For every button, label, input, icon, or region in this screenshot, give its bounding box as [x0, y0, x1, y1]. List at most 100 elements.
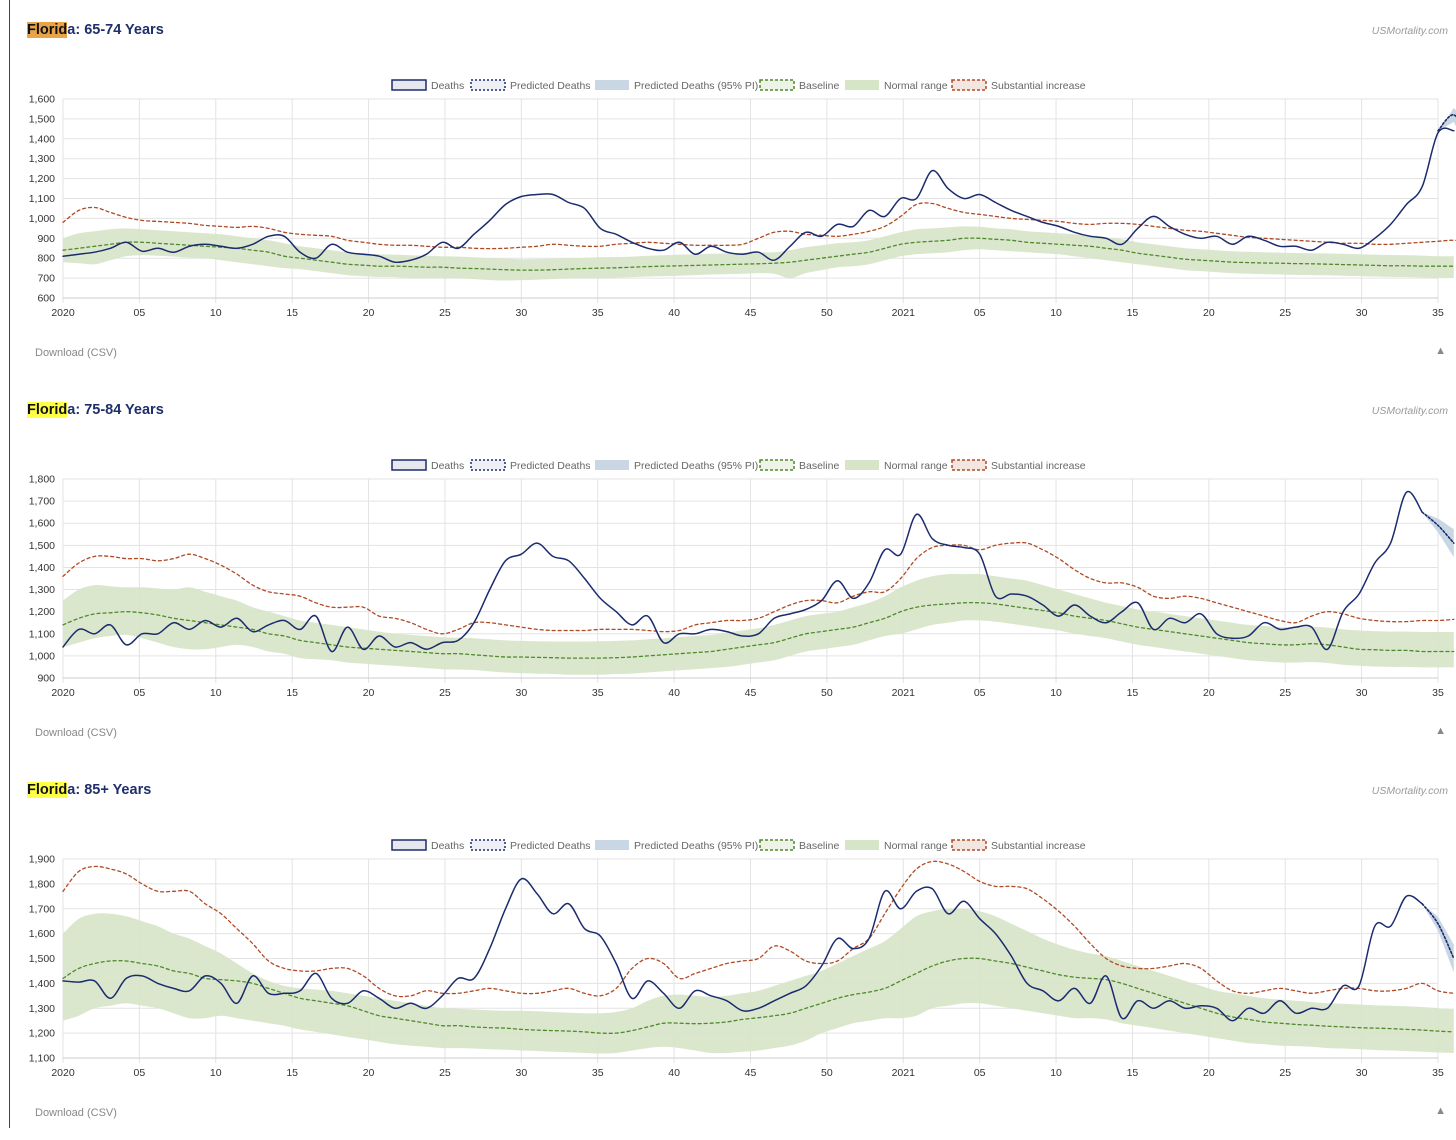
x-tick-label: 30	[515, 1067, 527, 1079]
legend-label-pred: Predicted Deaths	[510, 840, 591, 852]
title-highlight: Florid	[27, 22, 68, 38]
legend-swatch-pred	[470, 839, 506, 851]
y-tick-label: 1,000	[29, 213, 55, 225]
legend-label-deaths: Deaths	[431, 80, 464, 92]
legend: Deaths Predicted Deaths Predicted Deaths (…	[391, 839, 1086, 852]
left-border	[9, 0, 10, 1128]
y-tick-label: 1,300	[29, 153, 55, 165]
legend-swatch-baseline	[759, 459, 795, 471]
y-tick-label: 1,800	[29, 474, 55, 486]
y-tick-label: 1,200	[29, 606, 55, 618]
chart-title: Florida: 85+ Years	[27, 782, 151, 798]
x-tick-label: 10	[210, 1067, 222, 1079]
x-tick-label: 2021	[892, 1067, 916, 1079]
legend-swatch-baseline	[759, 839, 795, 851]
y-tick-label: 1,000	[29, 650, 55, 662]
y-tick-label: 1,800	[29, 878, 55, 890]
y-tick-label: 1,300	[29, 1003, 55, 1015]
line-chart[interactable]: Deaths Predicted Deaths Predicted Deaths (…	[0, 380, 1456, 760]
x-tick-label: 35	[592, 687, 604, 699]
site-watermark: USMortality.com	[1371, 405, 1448, 417]
download-csv-link[interactable]: Download (CSV)	[35, 347, 117, 359]
y-tick-label: 1,200	[29, 173, 55, 185]
x-tick-label: 2020	[51, 307, 75, 319]
legend-label-deaths: Deaths	[431, 460, 464, 472]
download-csv-link[interactable]: Download (CSV)	[35, 1107, 117, 1119]
x-tick-label: 50	[821, 687, 833, 699]
y-tick-label: 1,600	[29, 94, 55, 106]
y-tick-label: 1,400	[29, 978, 55, 990]
y-tick-label: 1,100	[29, 628, 55, 640]
legend-label-pi: Predicted Deaths (95% PI)	[634, 840, 758, 852]
legend-label-baseline: Baseline	[799, 460, 839, 472]
x-tick-label: 20	[1203, 307, 1215, 319]
x-tick-label: 05	[974, 687, 986, 699]
y-tick-label: 1,500	[29, 540, 55, 552]
legend-label-baseline: Baseline	[799, 80, 839, 92]
legend-swatch-baseline	[759, 79, 795, 91]
x-tick-label: 35	[592, 307, 604, 319]
legend-label-normal: Normal range	[884, 460, 948, 472]
title-rest: a: 85+ Years	[67, 782, 152, 798]
chart-title: Florida: 75-84 Years	[27, 402, 164, 418]
predicted-deaths-series-line	[1421, 511, 1455, 544]
x-tick-label: 05	[134, 307, 146, 319]
x-tick-label: 15	[286, 687, 298, 699]
x-tick-label: 35	[1432, 687, 1444, 699]
scroll-up-icon[interactable]: ▲	[1435, 725, 1446, 737]
x-tick-label: 15	[286, 1067, 298, 1079]
y-tick-label: 1,600	[29, 518, 55, 530]
x-tick-label: 45	[745, 307, 757, 319]
legend: Deaths Predicted Deaths Predicted Deaths (…	[391, 79, 1086, 92]
x-tick-label: 10	[210, 307, 222, 319]
x-tick-label: 05	[974, 1067, 986, 1079]
download-csv-link[interactable]: Download (CSV)	[35, 727, 117, 739]
line-chart[interactable]: Deaths Predicted Deaths Predicted Deaths (…	[0, 0, 1456, 380]
title-rest: a: 65-74 Years	[67, 22, 164, 38]
y-tick-label: 1,900	[29, 854, 55, 866]
legend-label-subst: Substantial increase	[991, 840, 1086, 852]
legend-swatch-subst	[951, 459, 987, 471]
x-tick-label: 20	[1203, 1067, 1215, 1079]
title-rest: a: 75-84 Years	[67, 402, 164, 418]
legend-swatch-deaths	[391, 459, 427, 471]
x-tick-label: 30	[515, 307, 527, 319]
x-tick-label: 30	[1356, 1067, 1368, 1079]
legend-swatch-pi	[595, 80, 629, 90]
legend-swatch-normal	[845, 80, 879, 90]
scroll-up-icon[interactable]: ▲	[1435, 345, 1446, 357]
legend-label-normal: Normal range	[884, 840, 948, 852]
x-tick-label: 05	[974, 307, 986, 319]
x-tick-label: 10	[1050, 687, 1062, 699]
chart-panel-75-84: Florida: 75-84 Years USMortality.com Dea…	[0, 380, 1456, 760]
scroll-up-icon[interactable]: ▲	[1435, 1105, 1446, 1117]
x-tick-label: 10	[1050, 307, 1062, 319]
x-tick-label: 25	[1279, 307, 1291, 319]
x-tick-label: 25	[439, 1067, 451, 1079]
y-tick-label: 1,100	[29, 1053, 55, 1065]
legend-swatch-deaths	[391, 839, 427, 851]
x-tick-label: 2021	[892, 687, 916, 699]
x-tick-label: 15	[286, 307, 298, 319]
legend-label-subst: Substantial increase	[991, 80, 1086, 92]
legend-label-subst: Substantial increase	[991, 460, 1086, 472]
x-tick-label: 45	[745, 687, 757, 699]
x-tick-label: 25	[439, 687, 451, 699]
substantial-increase-series-line	[62, 541, 1455, 635]
normal-range-band	[63, 573, 1454, 675]
normal-range-band	[63, 908, 1454, 1054]
substantial-increase-series-line	[62, 860, 1455, 998]
deaths-series-line	[62, 490, 1423, 653]
x-tick-label: 40	[668, 1067, 680, 1079]
baseline-series-line	[62, 957, 1455, 1034]
y-tick-label: 1,100	[29, 193, 55, 205]
deaths-series-line	[62, 127, 1455, 264]
line-chart[interactable]: Deaths Predicted Deaths Predicted Deaths (…	[0, 760, 1456, 1140]
x-tick-label: 20	[363, 687, 375, 699]
predicted-interval-band	[1422, 903, 1454, 973]
substantial-increase-series-line	[62, 202, 1456, 250]
legend-label-pred: Predicted Deaths	[510, 460, 591, 472]
predicted-deaths-series-line	[1437, 114, 1456, 132]
x-tick-label: 2021	[892, 307, 916, 319]
title-highlight: Florid	[27, 782, 68, 798]
